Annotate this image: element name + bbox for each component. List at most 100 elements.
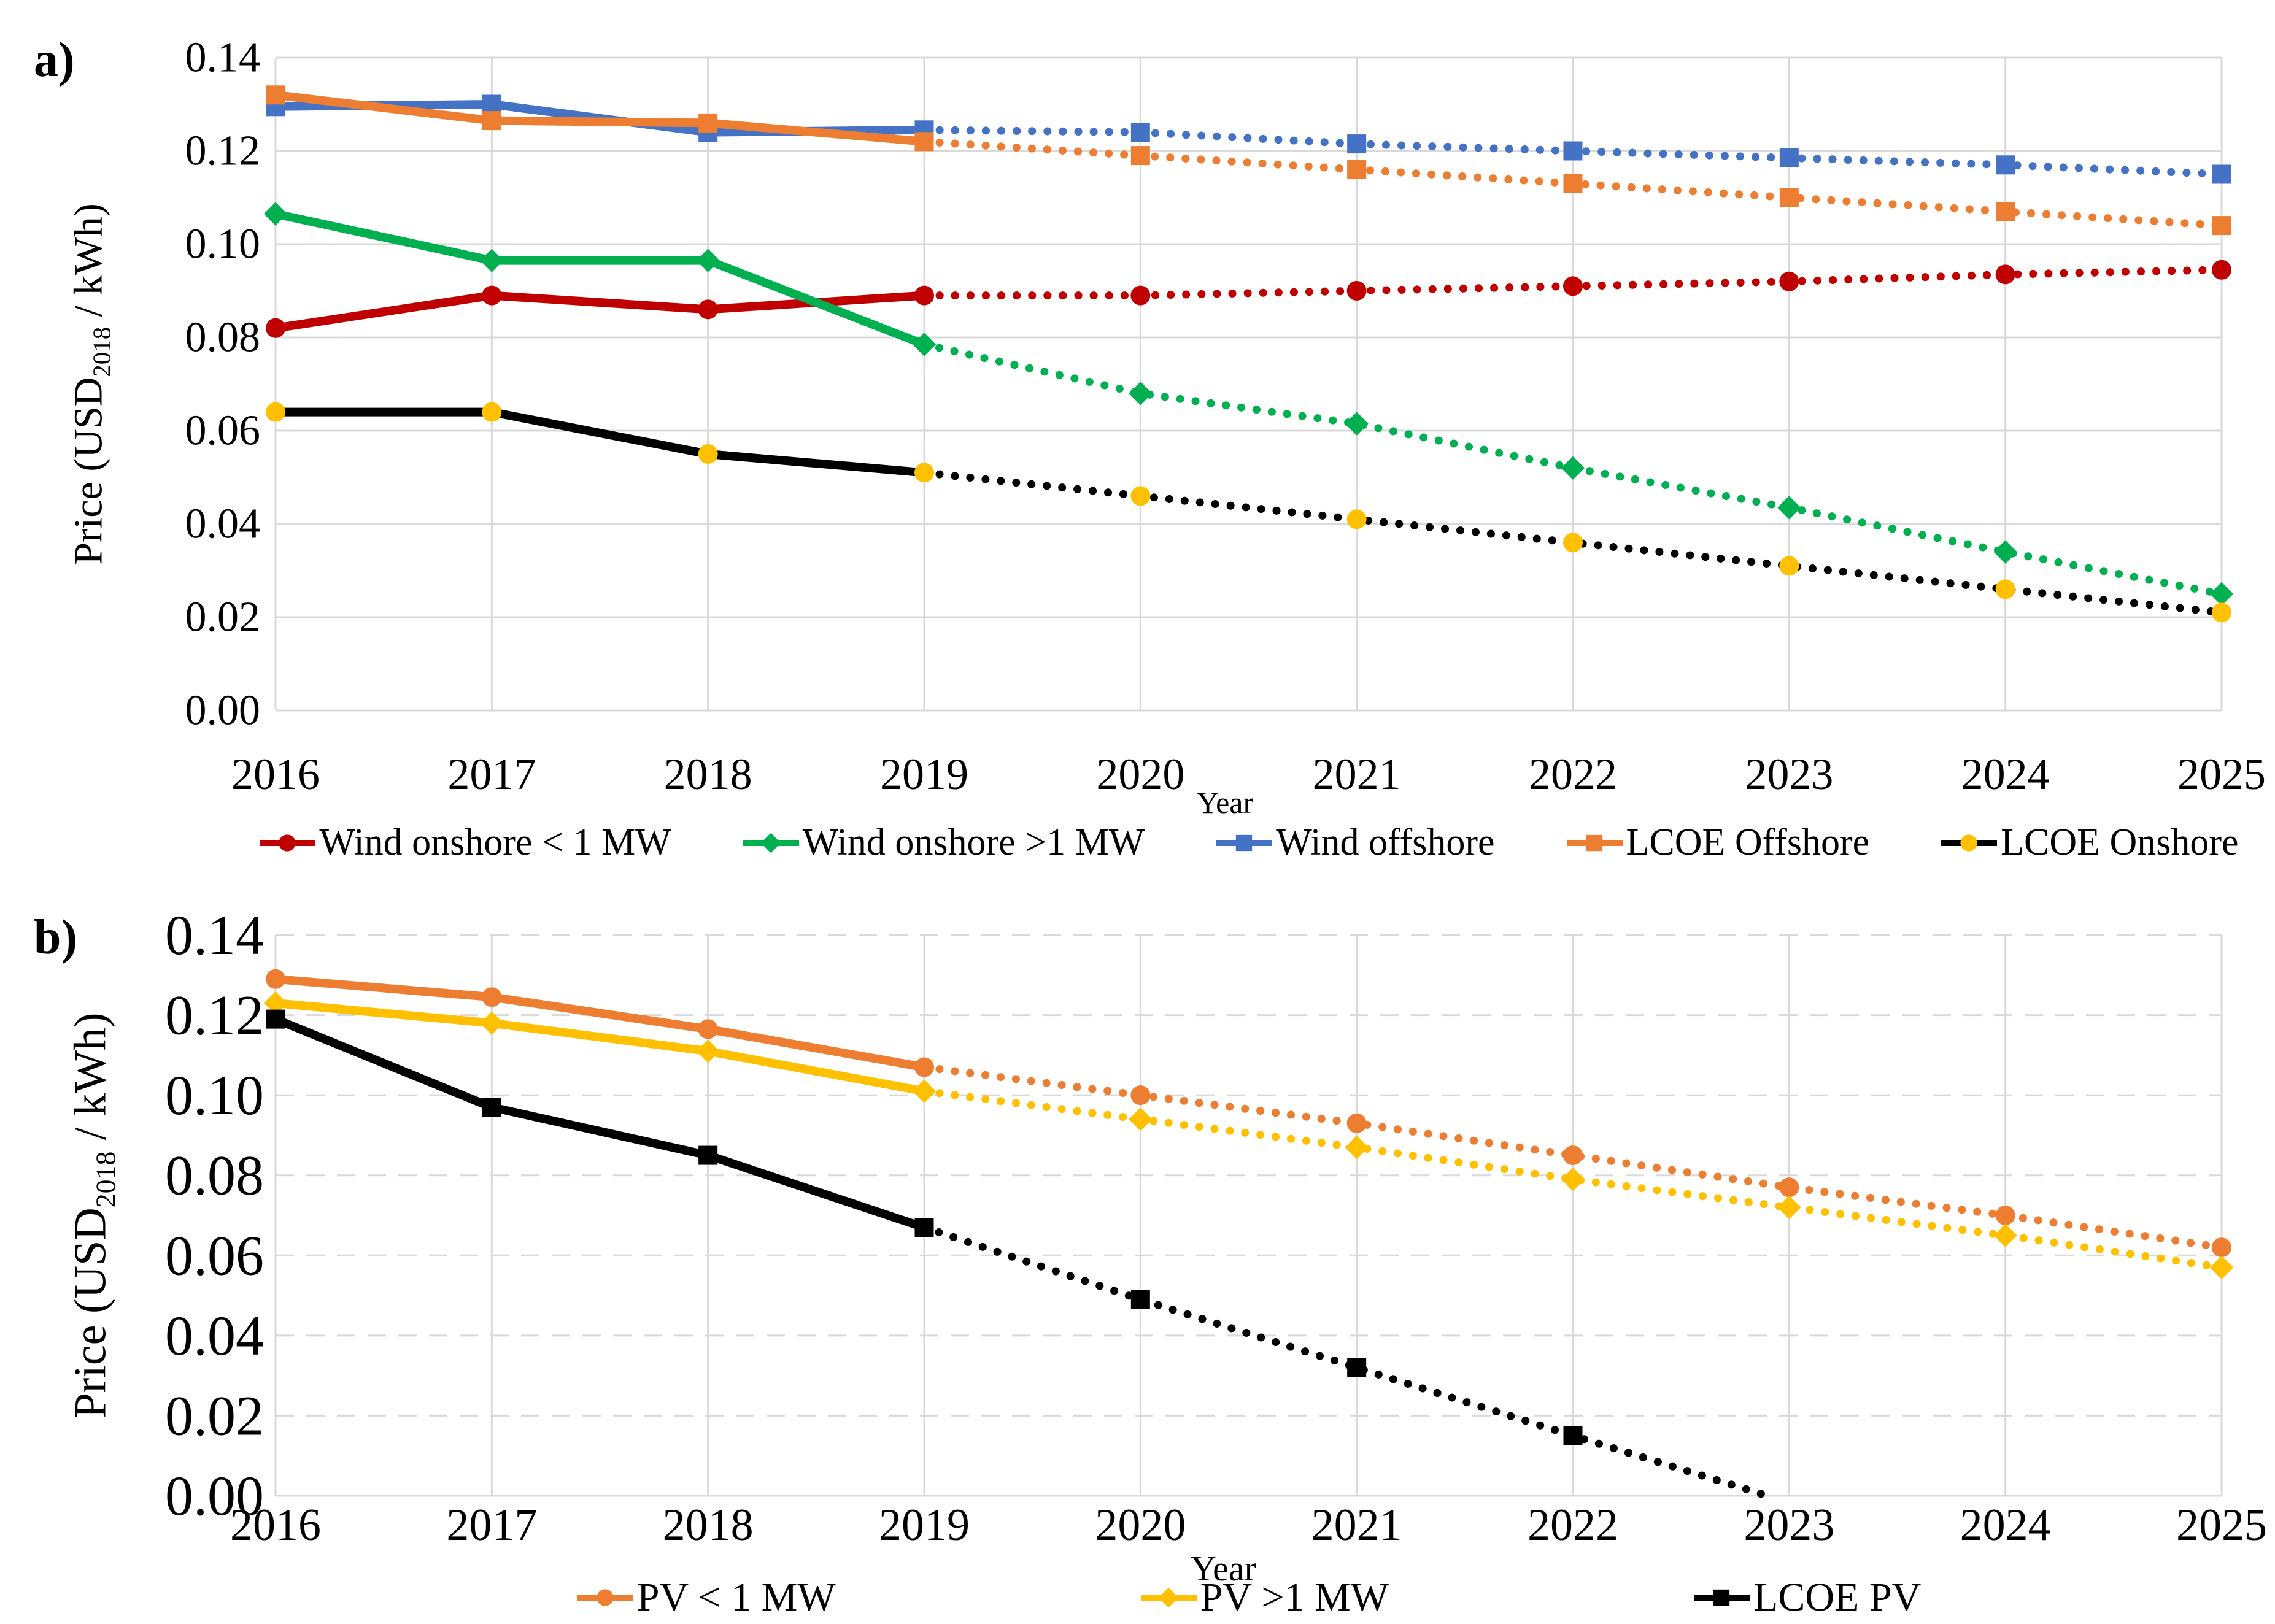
square-marker [914, 132, 934, 152]
panel-label-a: a) [34, 33, 75, 87]
chart-b: 0.00 0.02 0.04 0.06 0.08 0.10 0.12 0.14 2016 2017… [165, 904, 2267, 1550]
square-marker [1563, 141, 1583, 161]
series-line-forecast-lcoe-pv [920, 1223, 1772, 1500]
series-wind-offshore [266, 94, 2231, 184]
series-markers-pv-1-mw [266, 969, 2231, 1258]
legend-item-wind-onshore-1-mw: Wind onshore < 1 MW [258, 821, 671, 864]
circle-marker [1130, 285, 1151, 306]
circle-marker [482, 987, 502, 1007]
circle-marker [482, 285, 502, 306]
series-pv-1-mw [266, 969, 2231, 1258]
square-marker [1779, 188, 1799, 207]
x-tick-label: 2025 [2177, 750, 2266, 799]
circle-marker [2212, 602, 2231, 623]
circle-marker [1995, 264, 2015, 285]
legend-item-wind-offshore: Wind offshore [1215, 821, 1495, 864]
circle-marker [1779, 1177, 1799, 1198]
legend-label-wind-onshore-1-mw: Wind onshore < 1 MW [319, 822, 671, 863]
panel-label-b: b) [34, 910, 78, 964]
diamond-marker [696, 1039, 720, 1063]
legend-item-pv-1-mw: PV < 1 MW [576, 1574, 836, 1621]
wind-offshore-legend-marker-icon [1216, 834, 1273, 851]
x-tick-label: 2016 [231, 750, 320, 799]
square-marker [1563, 1426, 1583, 1445]
square-marker [1713, 1589, 1730, 1606]
y-axis-title-a-subscript: 2018 [88, 326, 116, 377]
legend-label-lcoe-onshore: LCOE Onshore [2001, 822, 2239, 863]
square-marker [482, 111, 501, 131]
y-tick-label: 0.04 [165, 1304, 264, 1367]
diamond-marker [263, 202, 288, 226]
y-axis-title-b-prefix: Price (USD [65, 1207, 116, 1418]
series-pv-1-mw [263, 991, 2234, 1279]
square-marker [1996, 202, 2015, 221]
circle-marker [1779, 556, 1799, 576]
square-marker [1347, 1358, 1367, 1377]
pv-1-mw-legend-marker-icon [1140, 1587, 1197, 1608]
legend-b: PV < 1 MW PV >1 MW LCOE PV [276, 1574, 2222, 1621]
series-markers-lcoe-pv [266, 1009, 1583, 1445]
diamond-marker [760, 833, 781, 853]
y-tick-label: 0.14 [185, 34, 261, 82]
diamond-marker [1129, 382, 1153, 406]
circle-marker [698, 1019, 718, 1039]
diamond-marker [480, 248, 504, 272]
circle-marker [266, 969, 285, 989]
circle-marker [1130, 486, 1151, 506]
circle-marker [1130, 1085, 1151, 1106]
series-lcoe-offshore [266, 85, 2231, 236]
square-marker [1130, 146, 1150, 166]
legend-label-pv-1-mw: PV < 1 MW [636, 1575, 836, 1620]
square-marker [698, 1145, 718, 1165]
circle-marker [279, 834, 296, 852]
series-wind-onshore-1-mw [263, 202, 2234, 606]
x-tick-label: 2025 [2176, 1500, 2267, 1550]
lcoe-offshore-legend-marker-icon [1566, 834, 1623, 851]
y-tick-label: 0.04 [185, 501, 261, 548]
diamond-marker [1345, 1135, 1369, 1160]
circle-marker [1995, 579, 2015, 599]
square-marker [2212, 164, 2231, 184]
circle-marker [1346, 281, 1367, 301]
series-line-solid-lcoe-pv [271, 1015, 929, 1232]
circle-marker [698, 299, 718, 320]
square-marker [1130, 123, 1150, 142]
y-tick-label: 0.08 [185, 314, 261, 361]
x-tick-label: 2021 [1313, 750, 1401, 799]
square-marker [1779, 148, 1799, 167]
y-axis-title-a: Price (USD2018 / kWh) [65, 203, 116, 565]
circle-marker [266, 402, 285, 422]
y-axis-title-a-suffix: / kWh) [66, 203, 111, 327]
circle-marker [2212, 1237, 2231, 1258]
diamond-marker [912, 1079, 937, 1103]
circle-marker [597, 1589, 614, 1606]
y-tick-label: 0.02 [165, 1384, 264, 1447]
legend-label-wind-offshore: Wind offshore [1276, 822, 1495, 863]
x-axis-title-a: Year [1197, 785, 1254, 820]
square-marker [914, 1218, 934, 1237]
series-markers-lcoe-onshore [266, 402, 2231, 623]
series-markers-lcoe-offshore [266, 85, 2231, 236]
x-axis-title-b: Year [1191, 1549, 1256, 1588]
square-marker [1996, 155, 2015, 175]
square-marker [698, 113, 718, 133]
y-tick-label: 0.14 [165, 904, 264, 966]
x-tick-label: 2024 [1961, 750, 2050, 799]
square-marker [1563, 174, 1583, 193]
legend-item-wind-onshore-1-mw: Wind onshore >1 MW [742, 821, 1145, 864]
series-line-solid-lcoe-offshore [271, 90, 929, 146]
diamond-marker [1993, 1223, 2017, 1247]
x-tick-label: 2024 [1960, 1500, 2051, 1550]
series-line-solid-wind-onshore-1-mw [271, 209, 929, 349]
lcoe-pv-legend-marker-icon [1694, 1589, 1750, 1606]
circle-marker [1563, 1145, 1583, 1166]
diamond-marker [1561, 1168, 1585, 1191]
y-tick-label: 0.00 [165, 1464, 264, 1527]
series-line-solid-pv-1-mw [271, 974, 929, 1072]
y-tick-label: 0.12 [185, 128, 261, 175]
series-markers-wind-offshore [266, 94, 2231, 184]
x-tick-label: 2019 [879, 1500, 970, 1550]
legend-label-lcoe-pv: LCOE PV [1753, 1575, 1922, 1620]
